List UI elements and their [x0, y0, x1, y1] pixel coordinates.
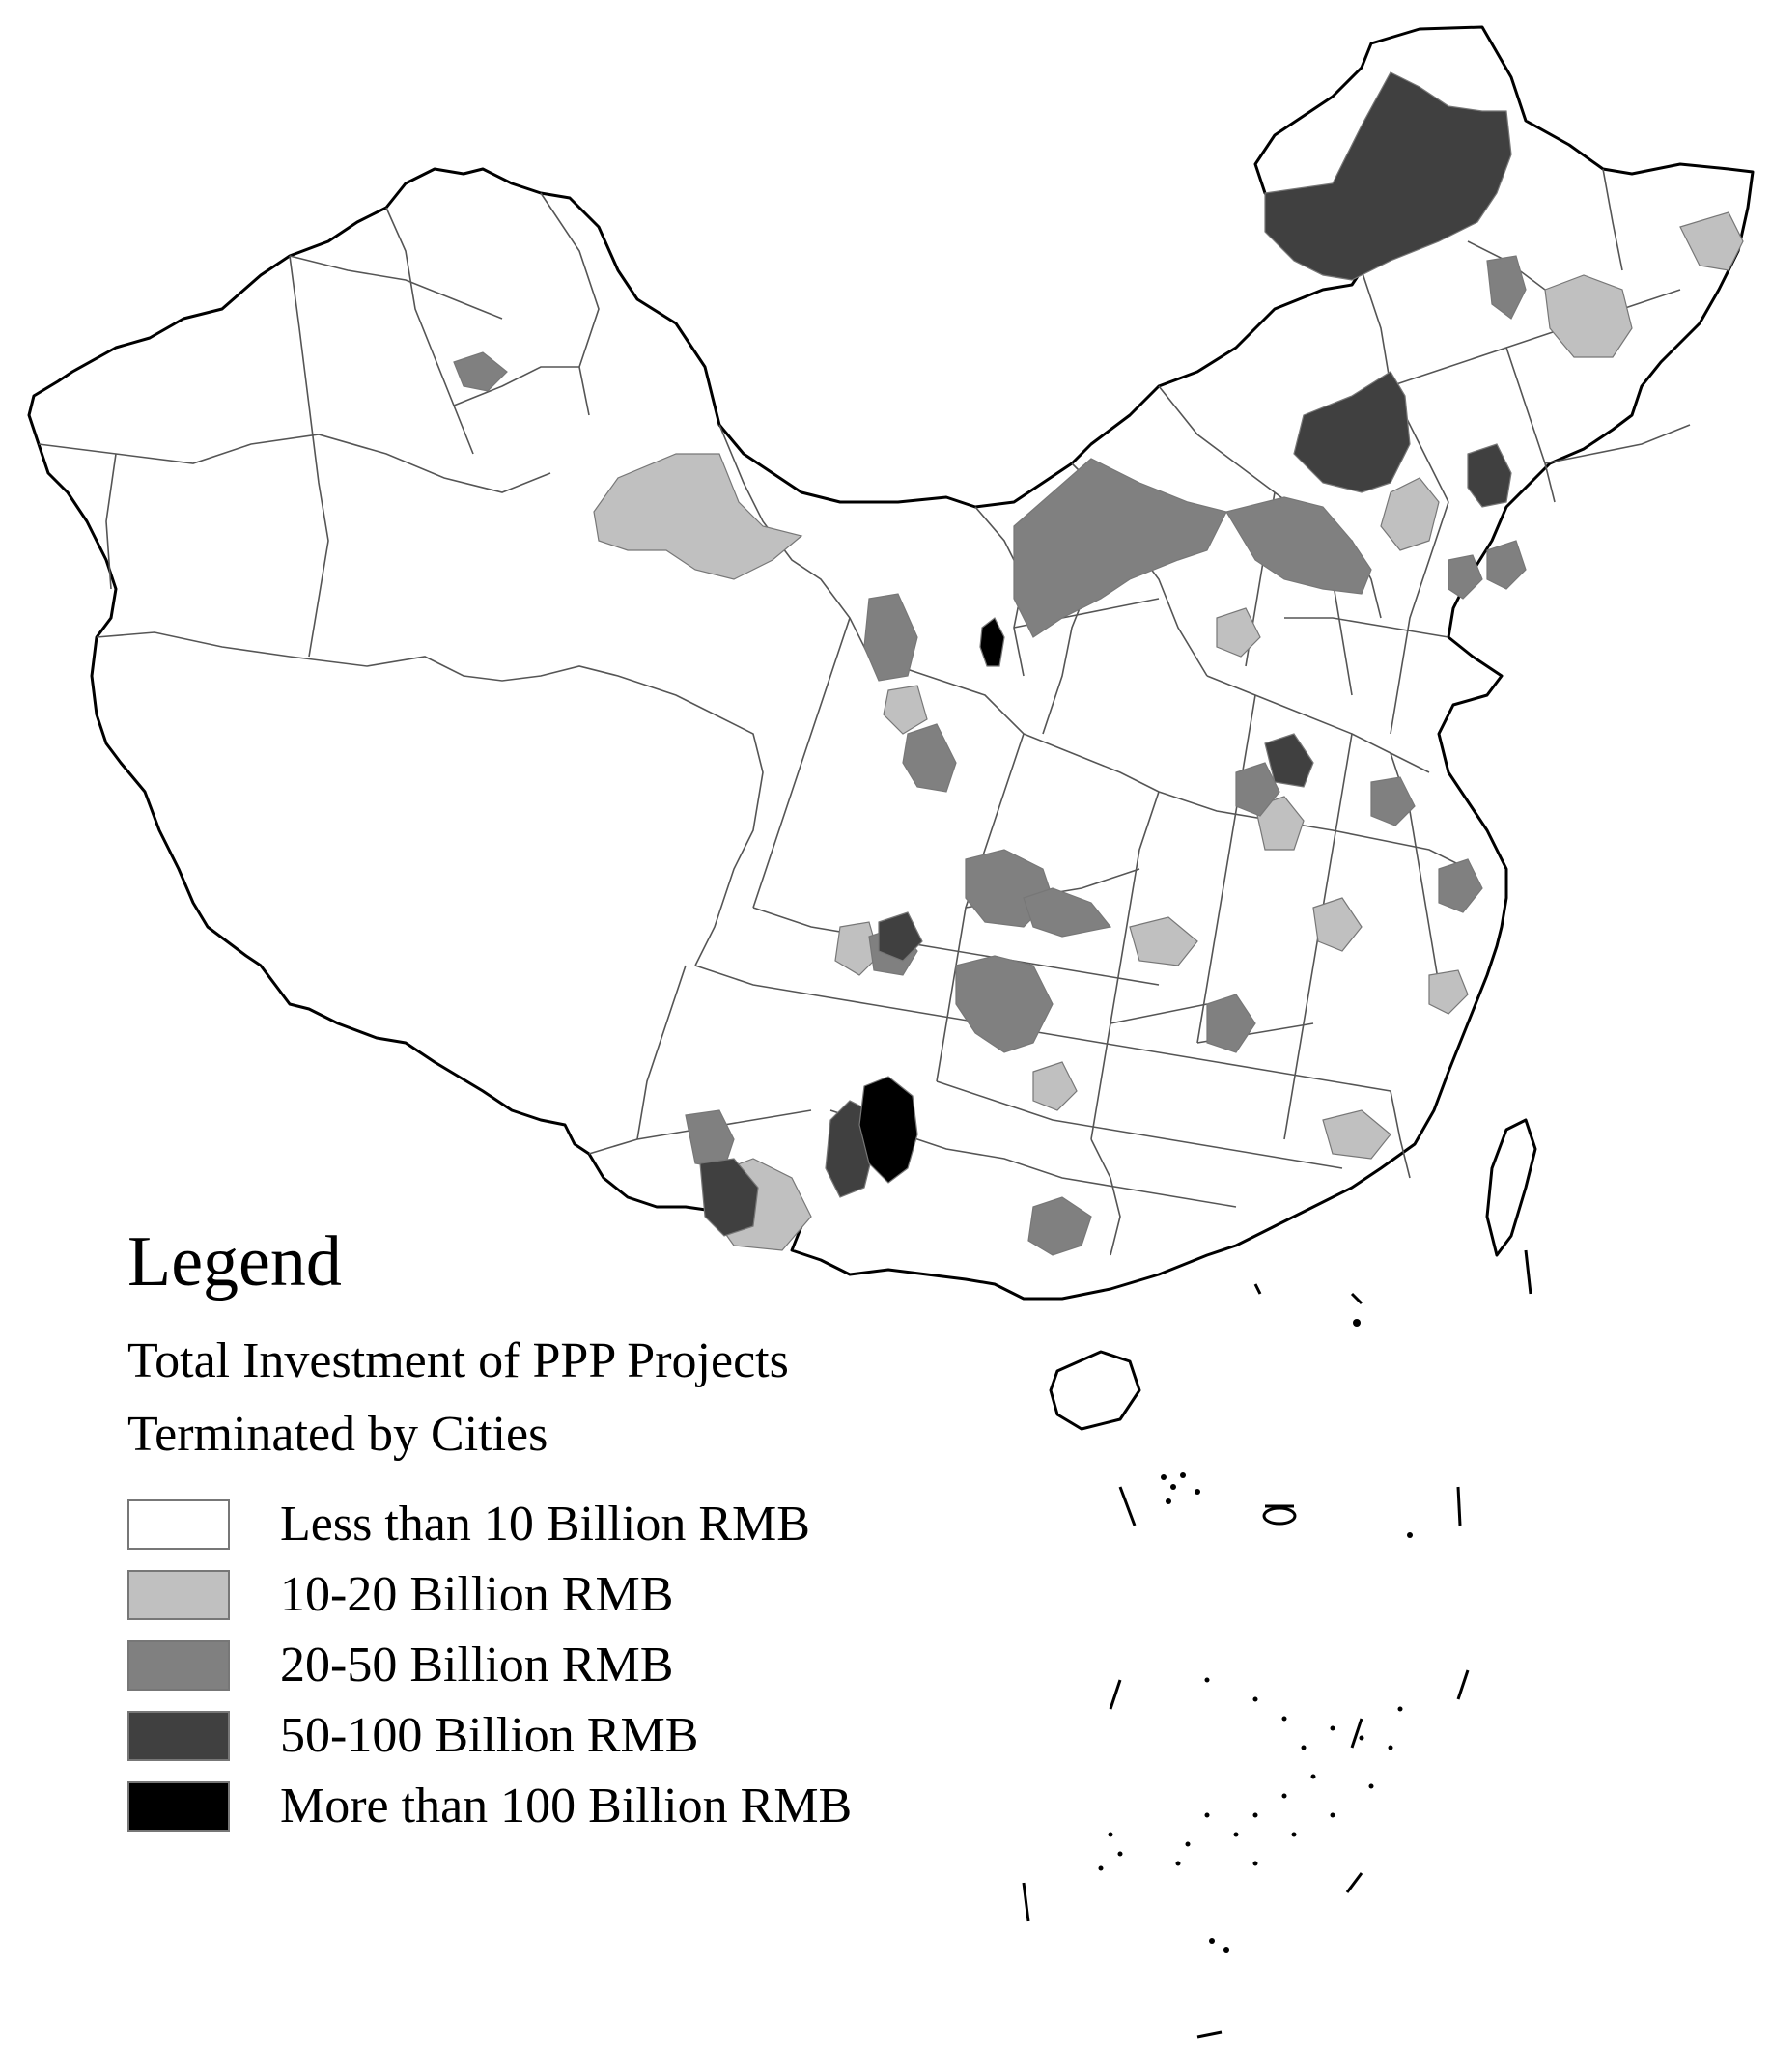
legend-items: Less than 10 Billion RMB 10-20 Billion R… [127, 1489, 852, 1841]
south-sea-islands [1022, 1249, 1532, 2039]
legend-item: Less than 10 Billion RMB [127, 1489, 852, 1559]
legend-label: Less than 10 Billion RMB [280, 1496, 810, 1552]
regions-20-50 [453, 255, 1527, 1256]
legend-title: Legend [127, 1222, 342, 1302]
legend-item: 50-100 Billion RMB [127, 1700, 852, 1771]
legend-swatch [127, 1639, 230, 1691]
legend-swatch [127, 1710, 230, 1761]
legend-item: More than 100 Billion RMB [127, 1771, 852, 1841]
taiwan-island [1485, 1118, 1537, 1257]
legend: Legend Total Investment of PPP Projects … [127, 1218, 852, 1841]
hainan-island [1049, 1350, 1141, 1431]
legend-subtitle-line2: Terminated by Cities [127, 1407, 548, 1462]
regions-50-100 [699, 71, 1512, 1237]
legend-swatch [127, 1569, 230, 1620]
regions-over-100 [858, 617, 1005, 1184]
legend-swatch [127, 1780, 230, 1832]
legend-subtitle-line1: Total Investment of PPP Projects [127, 1333, 789, 1388]
legend-label: 50-100 Billion RMB [280, 1707, 699, 1763]
legend-label: 10-20 Billion RMB [280, 1566, 674, 1622]
legend-label: 20-50 Billion RMB [280, 1637, 674, 1693]
island-dots [1098, 1319, 1413, 1953]
legend-swatch [127, 1498, 230, 1550]
legend-item: 20-50 Billion RMB [127, 1630, 852, 1700]
legend-label: More than 100 Billion RMB [280, 1778, 853, 1834]
legend-item: 10-20 Billion RMB [127, 1559, 852, 1630]
regions-10-20 [593, 211, 1744, 1251]
